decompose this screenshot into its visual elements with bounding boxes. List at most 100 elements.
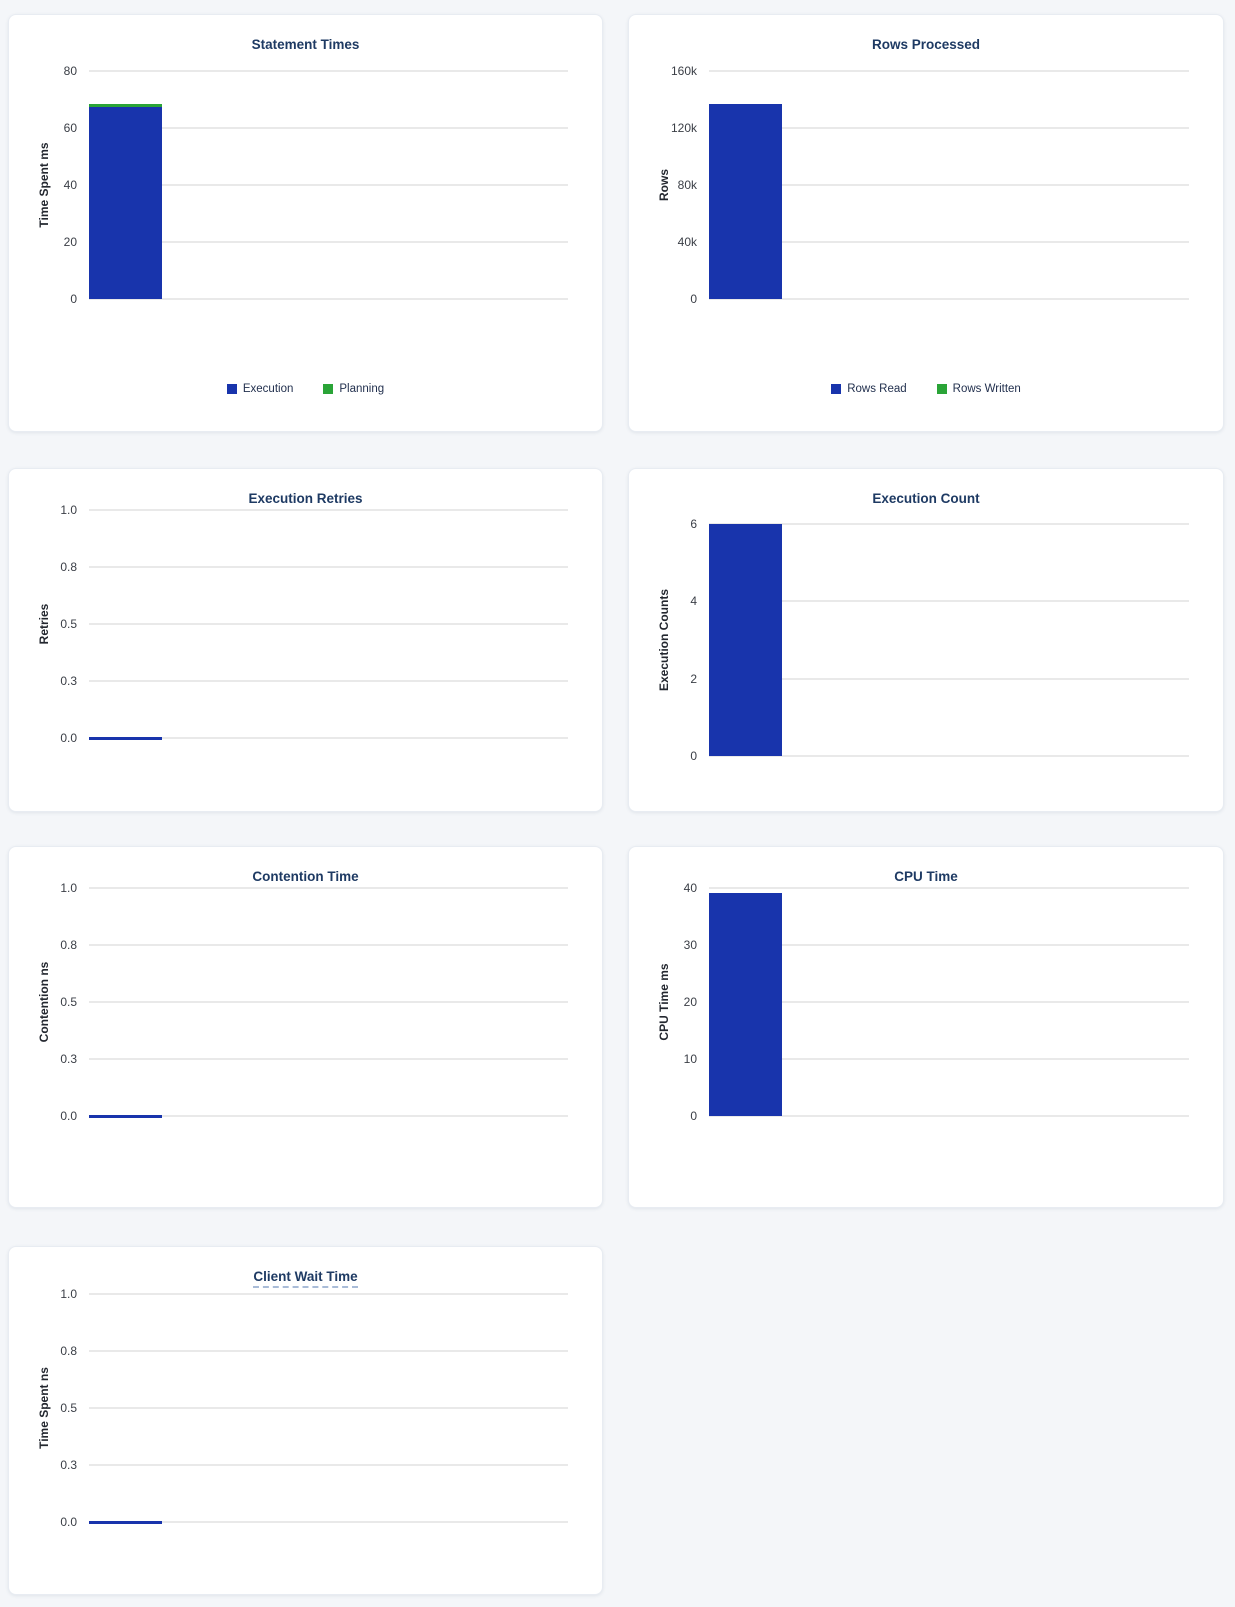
y-tick-label: 0.8: [60, 1344, 77, 1358]
chart-card-contention-time: Contention Time 1.0 0.8 0.5 0.3 0.0 Contentio…: [8, 846, 603, 1208]
y-tick-label: 0: [690, 1109, 697, 1123]
chart-title-text: Execution Retries: [248, 491, 363, 506]
y-tick-label: 1.0: [60, 881, 77, 895]
gridline: [709, 127, 1189, 129]
y-tick-label: 40k: [677, 235, 697, 249]
y-tick-label: 0.8: [60, 560, 77, 574]
legend-item-execution: Execution: [226, 383, 294, 395]
y-tick-label: 0: [70, 292, 77, 306]
chart-card-cpu-time: CPU Time 40 30 20 10 0 CPU Time ms: [628, 846, 1224, 1208]
y-tick-label: 0.3: [60, 1458, 77, 1472]
chart-card-client-wait-time: Client Wait Time 1.0 0.8 0.5 0.3 0.0 Time Spe…: [8, 1246, 603, 1595]
chart-title-statement-times: Statement Times: [9, 37, 602, 52]
gridline: [709, 241, 1189, 243]
y-tick-label: 60: [63, 121, 77, 135]
y-axis-label: Rows: [657, 169, 671, 202]
chart-title-execution-retries: Execution Retries: [9, 491, 602, 506]
gridline: [709, 523, 1189, 525]
y-tick-label: 0.3: [60, 1052, 77, 1066]
chart-title-text: Contention Time: [252, 869, 359, 884]
chart-title-tooltip-trigger[interactable]: Client Wait Time: [253, 1269, 358, 1288]
y-tick-label: 0.5: [60, 617, 77, 631]
chart-card-rows-processed: Rows Processed 160k 120k 80k 40k 0 Rows Rows R…: [628, 14, 1224, 432]
y-tick-label: 0.0: [60, 1109, 77, 1123]
gridline: [709, 887, 1189, 889]
y-axis-label: Execution Counts: [657, 589, 671, 692]
legend-label: Execution: [242, 383, 294, 395]
gridline: [709, 184, 1189, 186]
gridline: [709, 1001, 1189, 1003]
gridline: [89, 737, 568, 739]
gridline: [709, 755, 1189, 757]
y-tick-label: 160k: [670, 64, 697, 78]
bar-segment-execution-count: [709, 524, 782, 756]
y-tick-label: 40: [63, 178, 77, 192]
gridline: [89, 1464, 568, 1466]
gridline: [89, 680, 568, 682]
y-tick-label: 0.5: [60, 1401, 77, 1415]
gridline: [709, 298, 1189, 300]
execution-swatch: [226, 384, 237, 394]
y-tick-label: 4: [690, 594, 697, 609]
chart-title-text: CPU Time: [894, 869, 958, 884]
gridline: [89, 241, 568, 243]
bar-segment-rows-read: [709, 103, 782, 299]
chart-title-client-wait-time: Client Wait Time: [9, 1269, 602, 1288]
gridline: [89, 1521, 568, 1523]
legend-item-rows-written: Rows Written: [936, 383, 1021, 395]
gridline: [89, 887, 568, 889]
y-tick-label: 20: [683, 995, 697, 1009]
y-tick-label: 2: [690, 671, 697, 686]
chart-card-execution-count: Execution Count 6 4 2 0 Execution Counts: [628, 468, 1224, 812]
chart-title-text: Statement Times: [251, 37, 360, 52]
y-tick-label: 120k: [670, 121, 697, 135]
gridline: [709, 1115, 1189, 1117]
chart-card-execution-retries: Execution Retries 1.0 0.8 0.5 0.3 0.0 Retries: [8, 468, 603, 812]
chart-title-rows-processed: Rows Processed: [629, 37, 1223, 52]
legend-item-rows-read: Rows Read: [831, 383, 907, 395]
y-tick-label: 0: [690, 749, 697, 763]
gridline: [709, 944, 1189, 946]
gridline: [89, 623, 568, 625]
y-tick-label: 0: [690, 292, 697, 306]
gridline: [89, 944, 568, 946]
legend-item-planning: Planning: [323, 383, 384, 395]
legend-label: Rows Written: [952, 383, 1021, 395]
chart-title-execution-count: Execution Count: [629, 491, 1223, 506]
gridline: [709, 600, 1189, 603]
legend-label: Planning: [339, 383, 385, 395]
chart-title-contention-time: Contention Time: [9, 869, 602, 884]
gridline: [89, 184, 568, 186]
y-axis-label: Time Spent ms: [37, 142, 51, 228]
gridline: [89, 70, 568, 72]
rows-read-swatch: [831, 384, 842, 394]
chart-card-statement-times: Statement Times 80 60 40 20 0 Time Spent ms Ex…: [8, 14, 603, 432]
y-tick-label: 80k: [677, 178, 697, 192]
gridline: [89, 298, 568, 300]
planning-swatch: [323, 384, 334, 394]
y-axis-label: Contention ns: [37, 961, 51, 1043]
zero-value-bar: [89, 1115, 162, 1118]
chart-legend: Execution Planning: [9, 383, 602, 395]
gridline: [89, 509, 568, 511]
bar-segment-planning: [89, 104, 162, 107]
gridline: [89, 127, 568, 129]
y-axis-label: CPU Time ms: [657, 963, 671, 1041]
chart-title-text: Rows Processed: [871, 37, 981, 52]
bar-segment-cpu-time: [709, 892, 782, 1116]
zero-value-bar: [89, 737, 162, 740]
y-tick-label: 1.0: [60, 503, 77, 517]
gridline: [89, 1293, 568, 1295]
gridline: [89, 1058, 568, 1060]
y-tick-label: 0.8: [60, 938, 77, 952]
y-tick-label: 0.0: [60, 731, 77, 745]
y-tick-label: 6: [690, 517, 697, 531]
gridline: [89, 1350, 568, 1352]
chart-legend: Rows Read Rows Written: [629, 383, 1223, 395]
y-tick-label: 40: [683, 881, 697, 895]
y-tick-label: 0.3: [60, 674, 77, 688]
gridline: [89, 566, 568, 568]
y-axis-label: Time Spent ns: [37, 1367, 51, 1449]
y-tick-label: 1.0: [60, 1287, 77, 1301]
